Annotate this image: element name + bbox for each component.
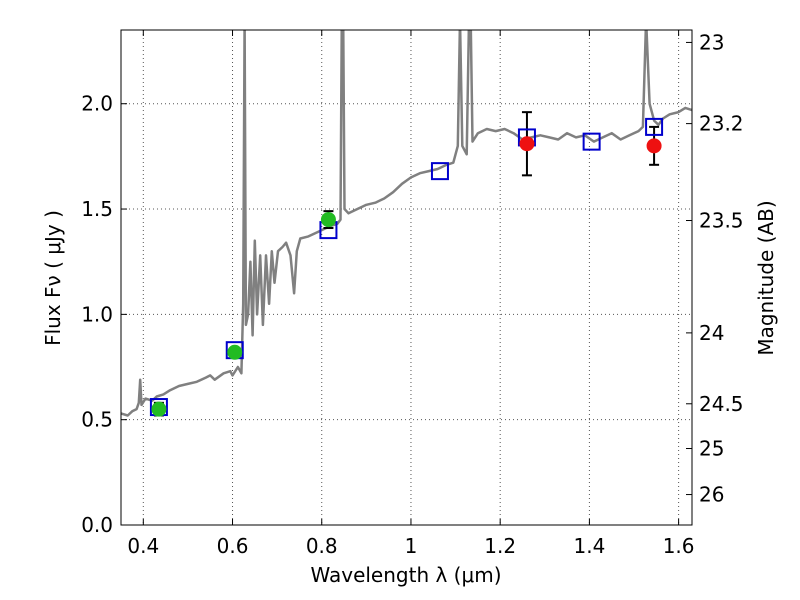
- nir-point-1: [646, 138, 662, 154]
- grid-lines: [121, 30, 692, 526]
- model-square-3: [430, 162, 449, 181]
- y2-axis-title: Magnitude (AB): [754, 200, 778, 355]
- x-tick-label-4: 1.2: [484, 534, 516, 558]
- optical-point-1: [227, 344, 243, 360]
- y-axis-title: Flux Fν ( μJy ): [41, 210, 65, 346]
- x-axis-title: Wavelength λ (μm): [310, 563, 501, 587]
- photometry-point-layer: [151, 136, 662, 417]
- optical-point-2: [320, 212, 336, 228]
- x-tick-label-1: 0.6: [217, 534, 249, 558]
- sed-template-line: [121, 30, 692, 417]
- optical-point-0: [151, 401, 167, 417]
- mag-tick-label-6: 26: [699, 483, 724, 507]
- mag-tick-label-5: 25: [699, 437, 724, 461]
- mag-tick-label-2: 23.5: [699, 209, 744, 233]
- y-tick-label-2: 1.0: [81, 302, 113, 326]
- tick-layer: 0.4 0.6 0.8 1 1.2 1.4 1.6 0.0 0.5 1.0 1.5 2.0 23 23.2…: [81, 30, 744, 558]
- x-tick-label-0: 0.4: [127, 534, 159, 558]
- model-square-5: [582, 132, 601, 151]
- errorbar-layer: [153, 111, 660, 417]
- y-tick-label-3: 1.5: [81, 197, 113, 221]
- plot-frame: [120, 29, 693, 526]
- model-square-6: [645, 117, 664, 136]
- x-tick-label-6: 1.6: [663, 534, 695, 558]
- y-tick-label-0: 0.0: [81, 513, 113, 537]
- mag-tick-label-0: 23: [699, 30, 724, 54]
- mag-tick-label-3: 24: [699, 321, 724, 345]
- y-tick-label-4: 2.0: [81, 92, 113, 116]
- x-tick-label-5: 1.4: [573, 534, 605, 558]
- sed-template-layer: [121, 30, 692, 417]
- x-tick-label-3: 1: [405, 534, 418, 558]
- x-tick-label-2: 0.8: [306, 534, 338, 558]
- mag-tick-label-4: 24.5: [699, 392, 744, 416]
- model-square-layer: [149, 117, 664, 417]
- mag-tick-label-1: 23.2: [699, 112, 744, 136]
- nir-point-0: [519, 136, 535, 152]
- y-tick-label-1: 0.5: [81, 408, 113, 432]
